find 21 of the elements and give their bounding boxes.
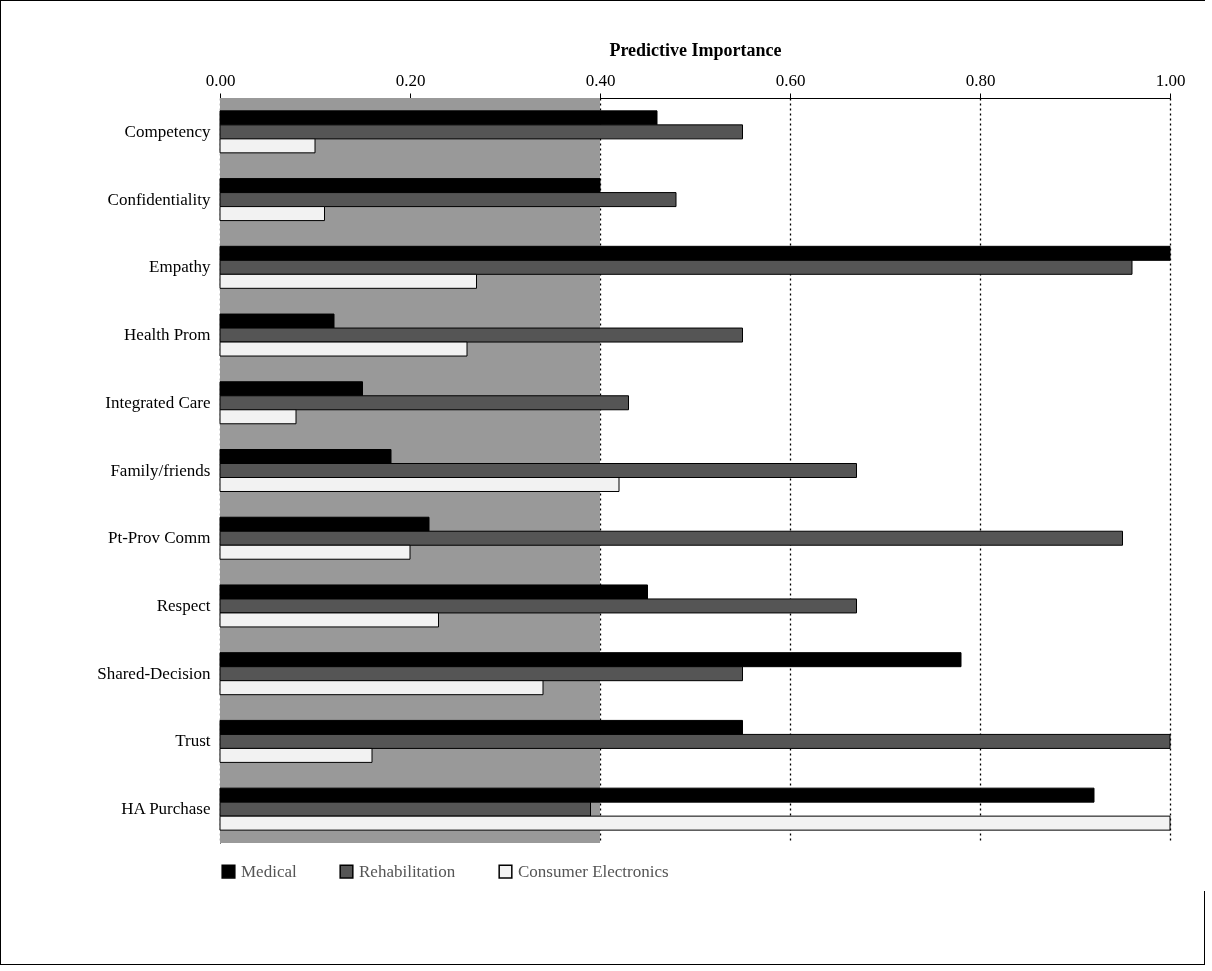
y-tick-label: Confidentiality (107, 189, 211, 209)
x-axis-title: Predictive Importance (609, 39, 782, 60)
y-tick-label: Integrated Care (105, 392, 211, 412)
x-tick-label: 0.60 (775, 70, 806, 90)
legend-label: Rehabilitation (359, 861, 456, 881)
x-tick-label: 0.40 (585, 70, 616, 90)
legend-label: Medical (241, 861, 297, 881)
x-tick-label: 1.00 (1155, 70, 1186, 90)
y-tick-label: Shared-Decision (97, 663, 211, 683)
y-tick-label: Health Prom (124, 325, 211, 345)
y-tick-label: Respect (156, 595, 211, 615)
y-tick-label: Trust (175, 731, 211, 751)
x-tick-label: 0.20 (395, 70, 426, 90)
y-tick-label: Empathy (149, 257, 211, 277)
x-tick-label: 0.00 (205, 70, 236, 90)
legend-label: Consumer Electronics (518, 861, 669, 881)
y-tick-label: HA Purchase (121, 799, 211, 819)
y-tick-label: Pt-Prov Comm (108, 528, 211, 548)
y-tick-label: Competency (124, 121, 211, 141)
x-tick-label: 0.80 (965, 70, 996, 90)
y-tick-label: Family/friends (110, 460, 211, 480)
